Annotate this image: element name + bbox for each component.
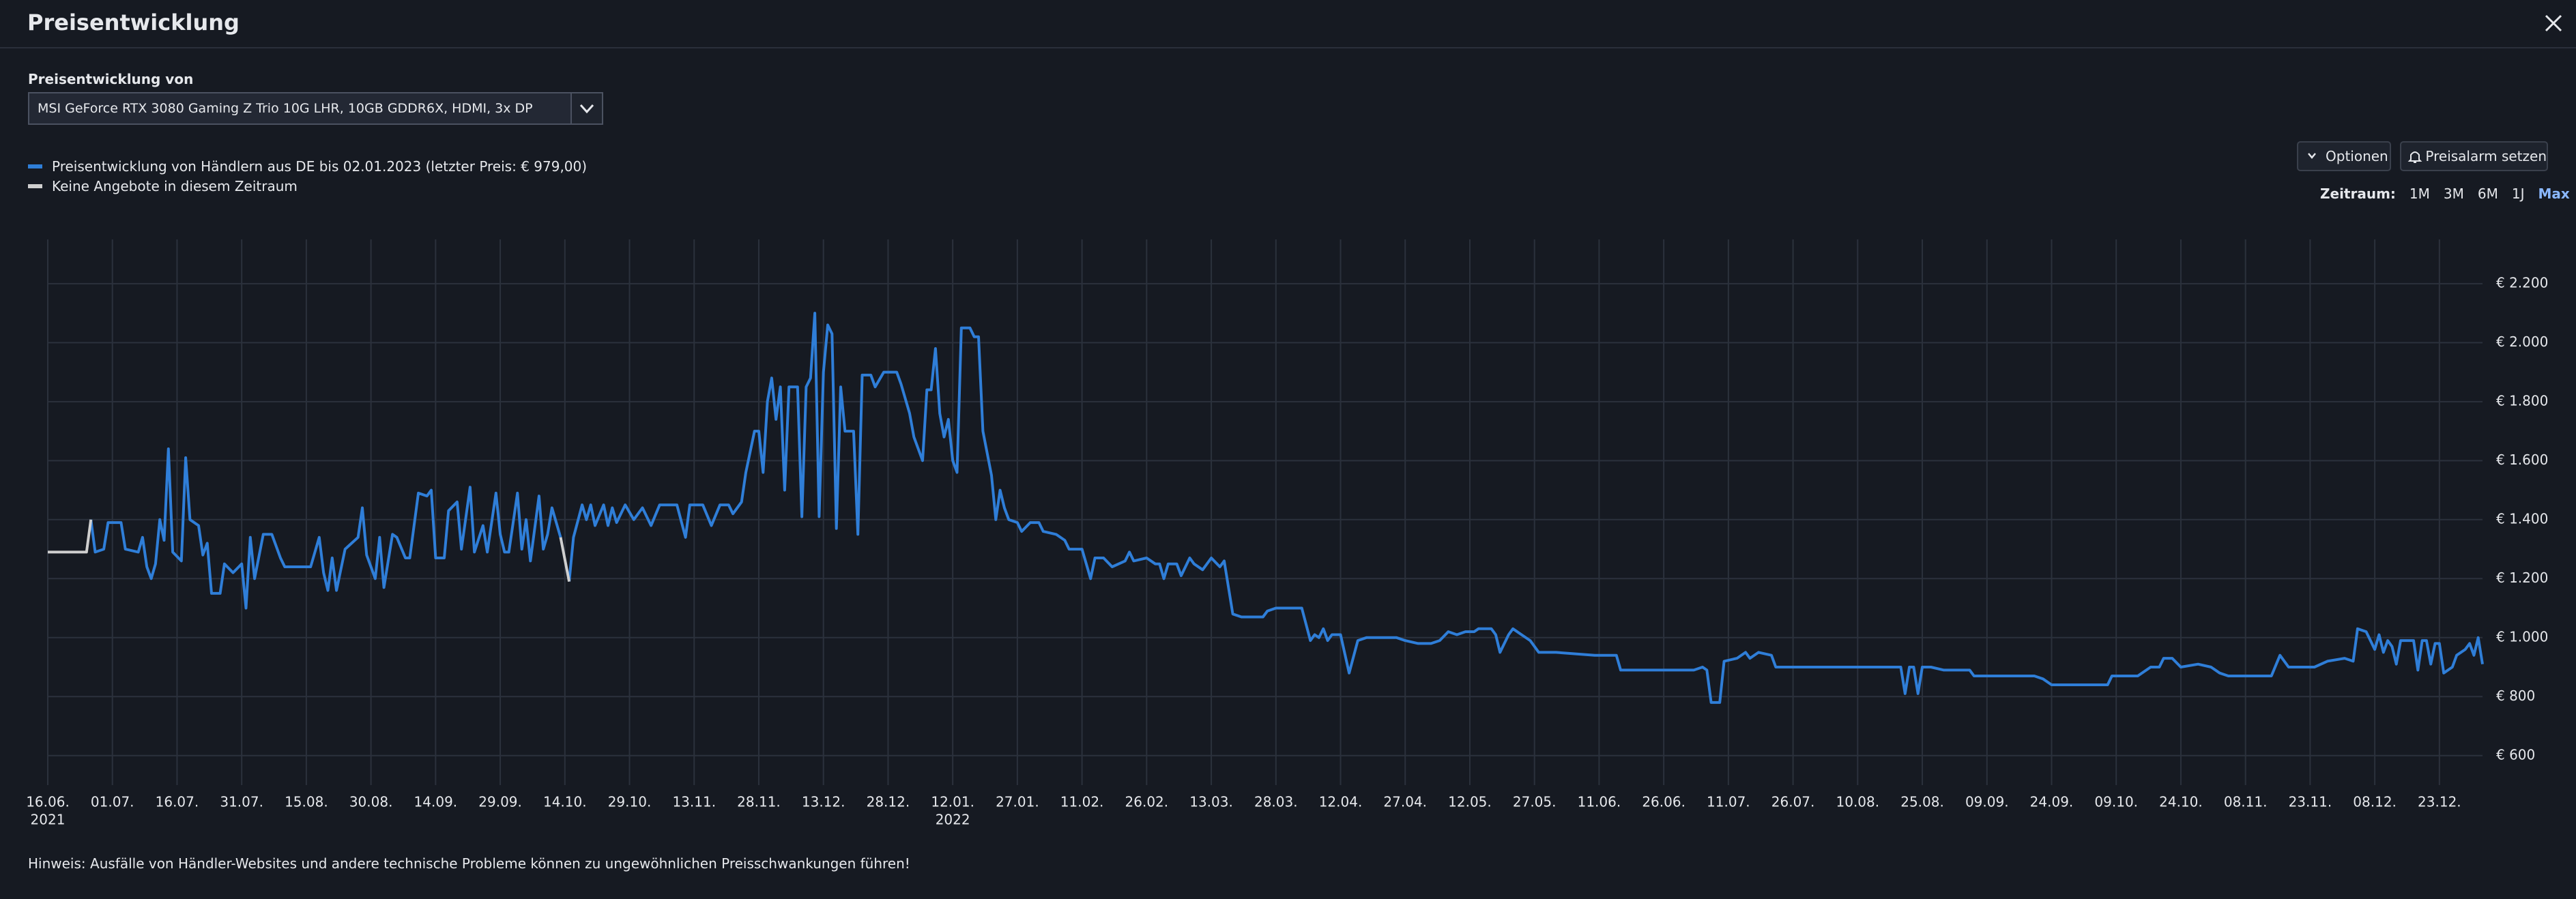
x-tick-label: 14.10. bbox=[543, 794, 587, 810]
divider bbox=[0, 47, 2576, 48]
price-line bbox=[89, 312, 2484, 704]
x-tick-label: 11.07. bbox=[1707, 794, 1750, 810]
range-option[interactable]: 1M bbox=[2409, 186, 2430, 202]
x-tick-label: 27.05. bbox=[1513, 794, 1557, 810]
x-tick-label: 26.06. bbox=[1642, 794, 1685, 810]
x-tick-label: 26.07. bbox=[1771, 794, 1815, 810]
x-tick-label: 13.03. bbox=[1189, 794, 1233, 810]
x-tick-label: 12.04. bbox=[1319, 794, 1363, 810]
x-tick-label: 16.07. bbox=[156, 794, 199, 810]
chevron-icon bbox=[579, 104, 594, 114]
legend-label: Preisentwicklung von Händlern aus DE bis… bbox=[52, 158, 588, 175]
range-label: Zeitraum: bbox=[2320, 186, 2396, 202]
range-selector: Zeitraum: 1M 3M 6M 1J Max bbox=[2320, 186, 2570, 202]
price-line bbox=[48, 519, 571, 582]
x-tick-label: 15.08. bbox=[285, 794, 328, 810]
button-label: Preisalarm setzen bbox=[2425, 148, 2547, 164]
y-tick-label: € 1.800 bbox=[2496, 392, 2548, 409]
y-tick-label: € 1.000 bbox=[2496, 628, 2548, 645]
x-tick-label: 12.01. bbox=[931, 794, 974, 810]
x-tick-label: 14.09. bbox=[414, 794, 458, 810]
x-tick-label: 26.02. bbox=[1125, 794, 1169, 810]
x-tick-label: 12.05. bbox=[1448, 794, 1492, 810]
footnote: Hinweis: Ausfälle von Händler-Websites u… bbox=[28, 855, 910, 872]
x-tick-label: 09.09. bbox=[1965, 794, 2009, 810]
legend-swatch bbox=[28, 184, 42, 188]
x-tick-label: 08.11. bbox=[2224, 794, 2268, 810]
x-tick-label: 24.09. bbox=[2030, 794, 2074, 810]
x-tick-label: 11.06. bbox=[1578, 794, 1621, 810]
y-tick-label: € 1.400 bbox=[2496, 510, 2548, 527]
x-tick-label: 11.02. bbox=[1060, 794, 1104, 810]
range-option[interactable]: Max bbox=[2538, 186, 2570, 202]
x-tick-label: 08.12. bbox=[2353, 794, 2397, 810]
x-tick-label: 28.03. bbox=[1254, 794, 1298, 810]
x-tick-label: 16.06. bbox=[26, 794, 70, 810]
x-tick-label: 09.10. bbox=[2094, 794, 2138, 810]
range-option[interactable]: 1J bbox=[2511, 186, 2525, 202]
x-tick-label: 29.10. bbox=[608, 794, 652, 810]
x-tick-label: 31.07. bbox=[220, 794, 263, 810]
dialog-title: Preisentwicklung bbox=[27, 10, 240, 35]
x-tick-label: 23.12. bbox=[2418, 794, 2461, 810]
x-tick-label: 28.12. bbox=[867, 794, 910, 810]
options-button[interactable]: Optionen bbox=[2297, 141, 2391, 171]
legend-label: Keine Angebote in diesem Zeitraum bbox=[52, 178, 298, 194]
dropdown-button[interactable] bbox=[570, 92, 603, 125]
x-tick-label: 24.10. bbox=[2159, 794, 2203, 810]
y-tick-label: € 2.000 bbox=[2496, 334, 2548, 350]
range-option[interactable]: 6M bbox=[2477, 186, 2498, 202]
x-tick-label: 28.11. bbox=[737, 794, 781, 810]
x-tick-label: 29.09. bbox=[478, 794, 522, 810]
x-tick-label: 30.08. bbox=[349, 794, 393, 810]
x-tick-label: 13.11. bbox=[672, 794, 716, 810]
x-tick-label: 27.01. bbox=[996, 794, 1039, 810]
legend-swatch bbox=[28, 164, 42, 168]
y-tick-label: € 1.600 bbox=[2496, 452, 2548, 468]
x-tick-label: 01.07. bbox=[91, 794, 134, 810]
x-tick-label: 10.08. bbox=[1836, 794, 1880, 810]
y-tick-label: € 800 bbox=[2496, 688, 2535, 704]
x-tick-year: 2022 bbox=[936, 812, 970, 828]
x-tick-year: 2021 bbox=[31, 812, 66, 828]
range-option[interactable]: 3M bbox=[2443, 186, 2464, 202]
bell-icon bbox=[2407, 151, 2422, 163]
x-tick-label: 27.04. bbox=[1383, 794, 1427, 810]
x-tick-label: 23.11. bbox=[2289, 794, 2332, 810]
x-tick-label: 25.08. bbox=[1900, 794, 1944, 810]
price-alert-button[interactable]: Preisalarm setzen bbox=[2400, 141, 2548, 171]
source-label: Preisentwicklung von bbox=[28, 71, 194, 87]
chevron-icon bbox=[2308, 153, 2316, 159]
close-button[interactable] bbox=[2544, 14, 2563, 33]
x-tick-label: 13.12. bbox=[802, 794, 845, 810]
y-tick-label: € 1.200 bbox=[2496, 570, 2548, 586]
y-tick-label: € 2.200 bbox=[2496, 274, 2548, 291]
y-tick-label: € 600 bbox=[2496, 746, 2535, 763]
button-label: Optionen bbox=[2326, 148, 2388, 164]
